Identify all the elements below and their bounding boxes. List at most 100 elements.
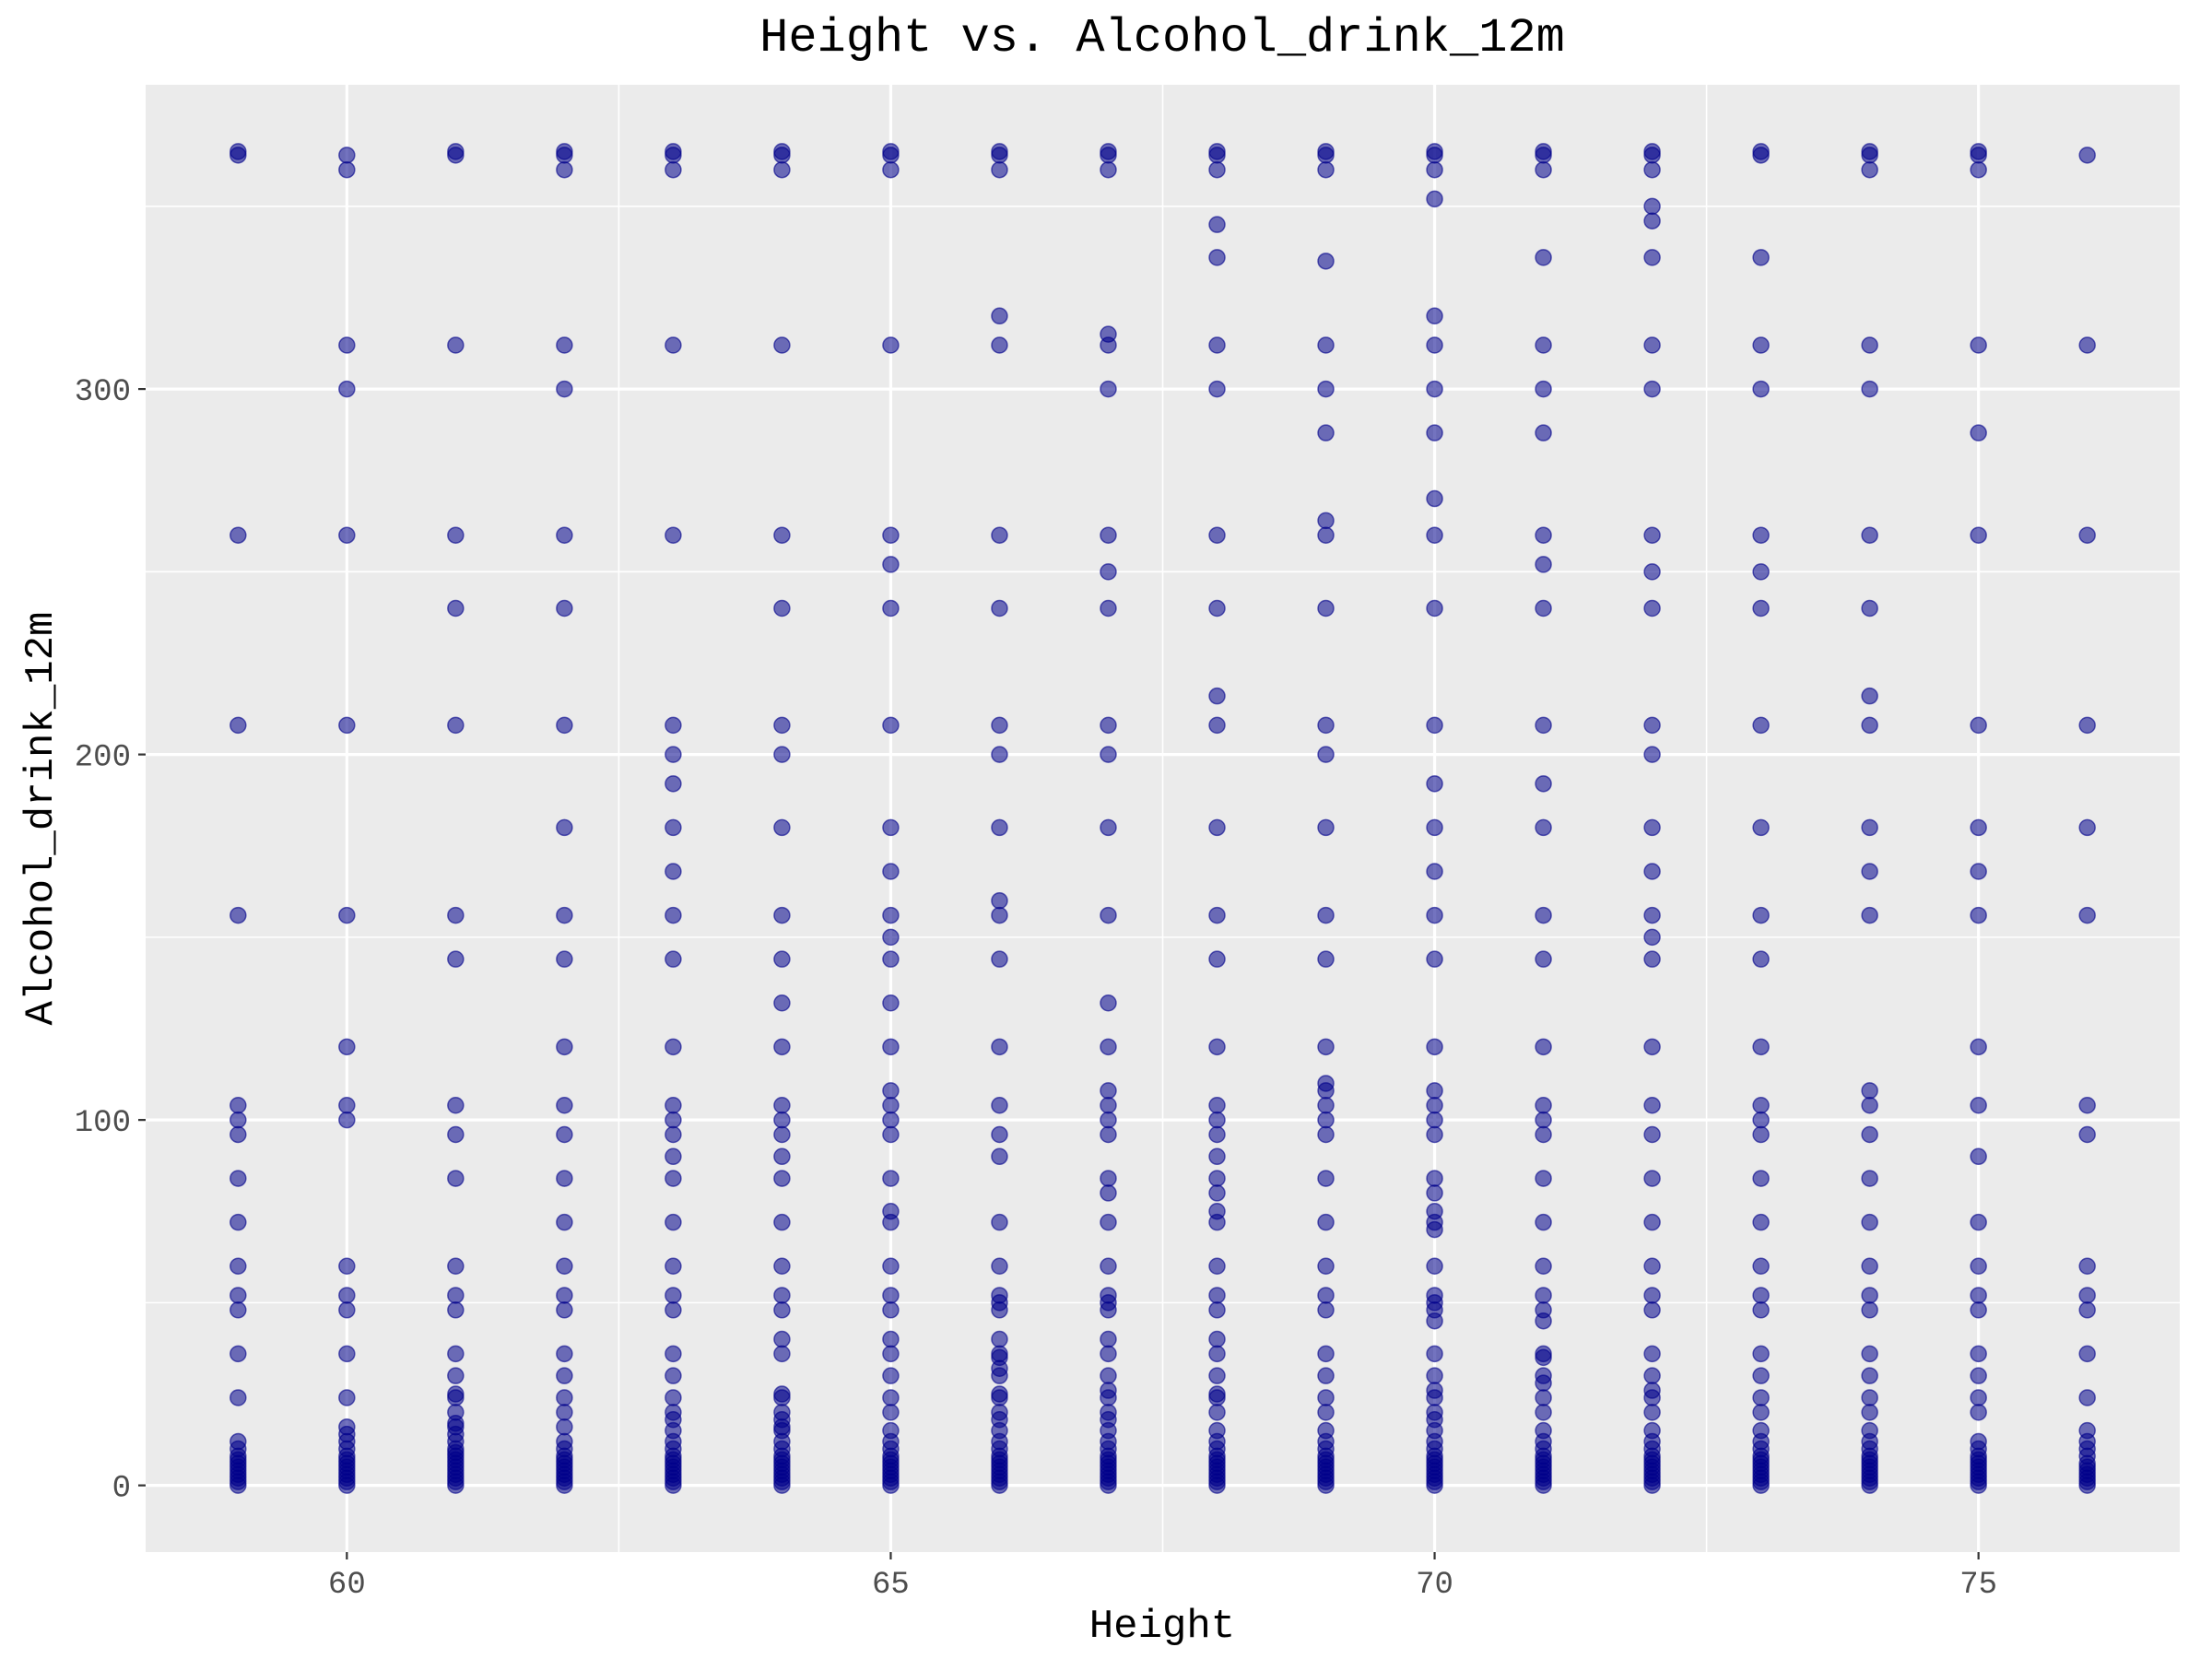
data-point [447, 906, 465, 924]
data-point [991, 336, 1008, 354]
data-point [1426, 489, 1443, 508]
data-point [1535, 1097, 1552, 1114]
data-point [1208, 1367, 1226, 1384]
data-point [1752, 249, 1770, 266]
data-point [2078, 336, 2096, 354]
data-point [338, 1111, 356, 1129]
data-point [1970, 1213, 1987, 1231]
data-point [882, 1404, 900, 1421]
data-point [991, 818, 1008, 837]
data-point [2078, 1125, 2096, 1144]
data-point [556, 1301, 573, 1319]
data-point [338, 380, 356, 398]
data-point [229, 143, 247, 160]
data-point [1535, 775, 1552, 793]
data-point [1643, 1213, 1661, 1231]
data-point [773, 1125, 791, 1144]
data-point [1535, 424, 1552, 441]
data-point [882, 928, 900, 947]
data-point [773, 1330, 791, 1348]
data-point [447, 1367, 465, 1384]
data-point [447, 1097, 465, 1114]
data-point [1208, 1330, 1226, 1348]
data-point [1426, 1203, 1443, 1220]
data-point [1317, 424, 1335, 441]
data-point [1100, 599, 1117, 618]
data-point [882, 160, 900, 179]
data-point [1643, 1170, 1661, 1187]
data-point [229, 1170, 247, 1187]
data-point [1752, 906, 1770, 924]
data-point [665, 526, 682, 544]
data-point [1100, 380, 1117, 398]
data-point [1861, 336, 1878, 354]
data-point [1970, 1432, 1987, 1451]
data-point [991, 746, 1008, 763]
data-point [991, 716, 1008, 735]
data-point [1535, 599, 1552, 618]
data-point [229, 1287, 247, 1304]
data-point [556, 526, 573, 544]
data-point [1970, 906, 1987, 924]
data-point [229, 1432, 247, 1451]
data-point [1100, 325, 1117, 343]
data-point [1861, 1404, 1878, 1421]
data-point [1752, 1213, 1770, 1231]
data-point [665, 716, 682, 735]
data-point [556, 599, 573, 618]
data-point [229, 906, 247, 924]
data-point [1861, 599, 1878, 618]
data-point [556, 1367, 573, 1384]
data-point [773, 950, 791, 968]
data-point [1752, 526, 1770, 544]
data-point [882, 716, 900, 735]
data-point [882, 143, 900, 160]
data-point [773, 1385, 791, 1403]
data-point [1970, 1287, 1987, 1304]
data-point [2078, 716, 2096, 735]
data-point [1100, 994, 1117, 1012]
data-point [1643, 1421, 1661, 1440]
data-point [991, 1257, 1008, 1275]
data-point [1970, 336, 1987, 354]
data-point [1535, 1111, 1552, 1129]
data-point [447, 716, 465, 735]
y-axis-title: Alcohol_drink_12m [18, 612, 65, 1026]
data-point [1208, 1404, 1226, 1421]
data-point [556, 336, 573, 354]
x-axis-ticks: 60 65 70 75 [328, 1552, 1997, 1603]
data-point [1643, 249, 1661, 266]
data-point [1208, 1301, 1226, 1319]
data-point [1426, 1082, 1443, 1100]
data-point [556, 1213, 573, 1231]
data-point [1861, 1287, 1878, 1304]
data-point [991, 950, 1008, 968]
data-point [991, 1125, 1008, 1144]
data-point [665, 746, 682, 763]
data-point [1970, 1389, 1987, 1406]
data-point [1100, 1125, 1117, 1144]
data-point [1861, 1257, 1878, 1275]
data-point [1317, 1170, 1335, 1187]
data-point [665, 1111, 682, 1129]
data-point [1861, 1125, 1878, 1144]
data-point [1643, 1367, 1661, 1384]
data-point [665, 1404, 682, 1421]
data-point [1643, 906, 1661, 924]
data-point [1426, 143, 1443, 160]
data-point [1426, 1170, 1443, 1187]
data-point [1100, 818, 1117, 837]
data-point [1317, 716, 1335, 735]
data-point [773, 526, 791, 544]
data-point [773, 1111, 791, 1129]
data-point [665, 1257, 682, 1275]
data-point [882, 994, 900, 1012]
data-point [1426, 1257, 1443, 1275]
data-point [665, 1367, 682, 1384]
data-point [665, 1125, 682, 1144]
data-point [1752, 1111, 1770, 1129]
data-point [1535, 1125, 1552, 1144]
x-axis-title: Height [1089, 1604, 1235, 1650]
data-point [1426, 950, 1443, 968]
